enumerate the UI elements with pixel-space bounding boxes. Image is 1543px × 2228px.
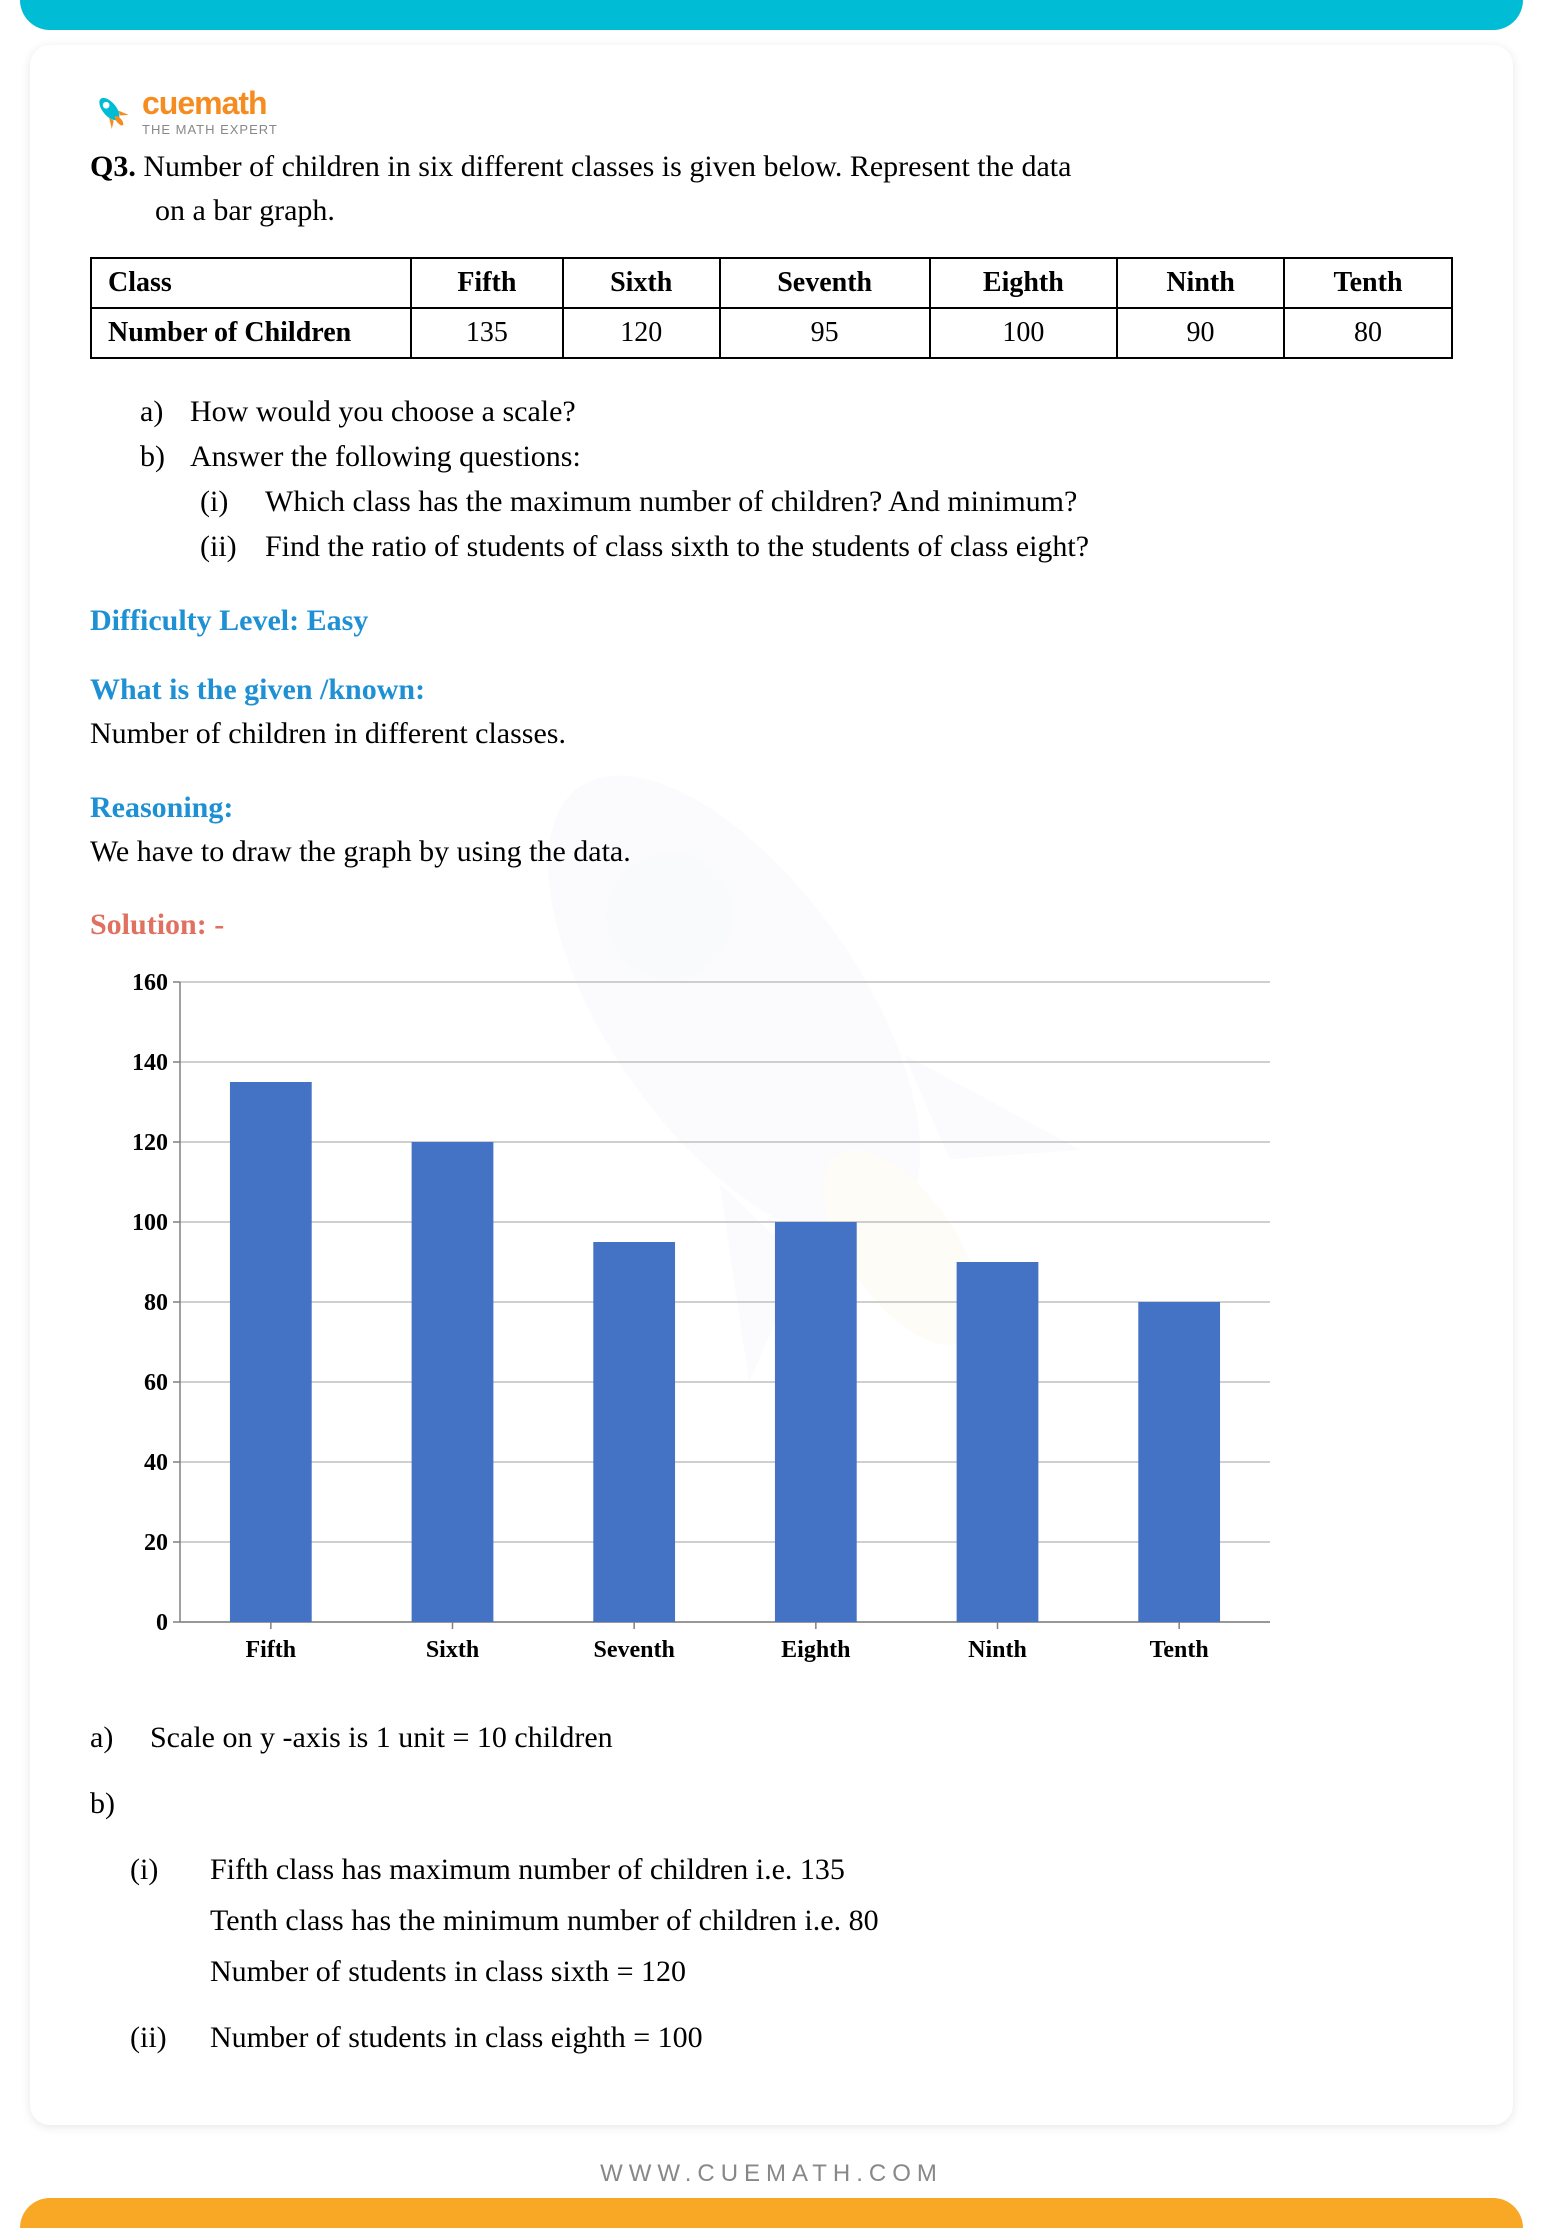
answers: a) Scale on y -axis is 1 unit = 10 child…: [90, 1712, 1453, 2063]
difficulty-label: Difficulty Level: Easy: [90, 604, 1453, 638]
known-text: Number of children in different classes.: [90, 712, 1453, 756]
table-cell: Ninth: [1117, 258, 1284, 308]
table-cell: 100: [930, 308, 1117, 358]
table-cell: Eighth: [930, 258, 1117, 308]
list-marker: (i): [200, 479, 265, 524]
question-label: Q3.: [90, 150, 136, 183]
answer-b-i-2: Tenth class has the minimum number of ch…: [210, 1895, 1453, 1946]
subq-b: Answer the following questions:: [190, 434, 581, 479]
answer-marker: (i): [130, 1844, 210, 1997]
brand-name: cuemath: [142, 85, 278, 122]
svg-text:160: 160: [132, 970, 168, 996]
data-table: Class Fifth Sixth Seventh Eighth Ninth T…: [90, 257, 1453, 359]
known-label: What is the given /known:: [90, 673, 1453, 707]
table-cell: Sixth: [563, 258, 720, 308]
table-cell: Seventh: [720, 258, 930, 308]
svg-text:Fifth: Fifth: [245, 1637, 296, 1663]
table-cell: 135: [411, 308, 563, 358]
table-cell: 120: [563, 308, 720, 358]
answer-a: Scale on y -axis is 1 unit = 10 children: [150, 1712, 1453, 1763]
bottom-accent-bar: [20, 2198, 1523, 2228]
svg-text:60: 60: [144, 1370, 168, 1396]
row-header: Number of Children: [91, 308, 411, 358]
sub-questions: a)How would you choose a scale? b)Answer…: [140, 389, 1453, 569]
footer-url: WWW.CUEMATH.COM: [0, 2140, 1543, 2198]
page: cuemath THE MATH EXPERT Q3. Number of ch…: [0, 0, 1543, 2228]
logo: cuemath THE MATH EXPERT: [90, 85, 1453, 137]
svg-text:20: 20: [144, 1530, 168, 1556]
list-marker: b): [140, 434, 190, 479]
svg-text:40: 40: [144, 1450, 168, 1476]
answer-b-ii-2: Number of students in class eighth = 100: [210, 2012, 1453, 2063]
svg-text:0: 0: [156, 1610, 168, 1636]
answer-b-ii-1: Number of students in class sixth = 120: [210, 1946, 1453, 1997]
svg-text:Tenth: Tenth: [1150, 1637, 1209, 1663]
svg-text:Eighth: Eighth: [781, 1637, 850, 1663]
table-cell: Fifth: [411, 258, 563, 308]
answer-b-i-1: Fifth class has maximum number of childr…: [210, 1844, 1453, 1895]
list-marker: a): [140, 389, 190, 434]
table-cell: Tenth: [1284, 258, 1452, 308]
reasoning-text: We have to draw the graph by using the d…: [90, 830, 1453, 874]
svg-text:Ninth: Ninth: [968, 1637, 1027, 1663]
question-text-2: on a bar graph.: [155, 189, 1453, 233]
svg-text:Sixth: Sixth: [426, 1637, 479, 1663]
svg-text:140: 140: [132, 1050, 168, 1076]
bar-chart: 0 20 40 60 80 100 120 140 160 Fifth Sixth Seventh Ei…: [110, 962, 1290, 1687]
svg-text:Seventh: Seventh: [593, 1637, 674, 1663]
subq-b-ii: Find the ratio of students of class sixt…: [265, 524, 1089, 569]
logo-rocket-icon: [90, 90, 132, 132]
reasoning-label: Reasoning:: [90, 791, 1453, 825]
question-text-1: Number of children in six different clas…: [143, 150, 1071, 183]
row-header: Class: [91, 258, 411, 308]
svg-text:100: 100: [132, 1210, 168, 1236]
svg-text:120: 120: [132, 1130, 168, 1156]
solution-label: Solution: -: [90, 908, 1453, 942]
table-cell: 95: [720, 308, 930, 358]
question: Q3. Number of children in six different …: [90, 145, 1453, 232]
content-card: cuemath THE MATH EXPERT Q3. Number of ch…: [30, 45, 1513, 2125]
svg-text:80: 80: [144, 1290, 168, 1316]
answer-marker: (ii): [130, 2012, 210, 2063]
subq-b-i: Which class has the maximum number of ch…: [265, 479, 1077, 524]
table-row: Class Fifth Sixth Seventh Eighth Ninth T…: [91, 258, 1452, 308]
answer-marker: b): [90, 1778, 150, 1829]
list-marker: (ii): [200, 524, 265, 569]
table-row: Number of Children 135 120 95 100 90 80: [91, 308, 1452, 358]
brand-tagline: THE MATH EXPERT: [142, 122, 278, 137]
table-cell: 80: [1284, 308, 1452, 358]
top-accent-bar: [20, 0, 1523, 30]
subq-a: How would you choose a scale?: [190, 389, 576, 434]
answer-marker: a): [90, 1712, 150, 1763]
table-cell: 90: [1117, 308, 1284, 358]
